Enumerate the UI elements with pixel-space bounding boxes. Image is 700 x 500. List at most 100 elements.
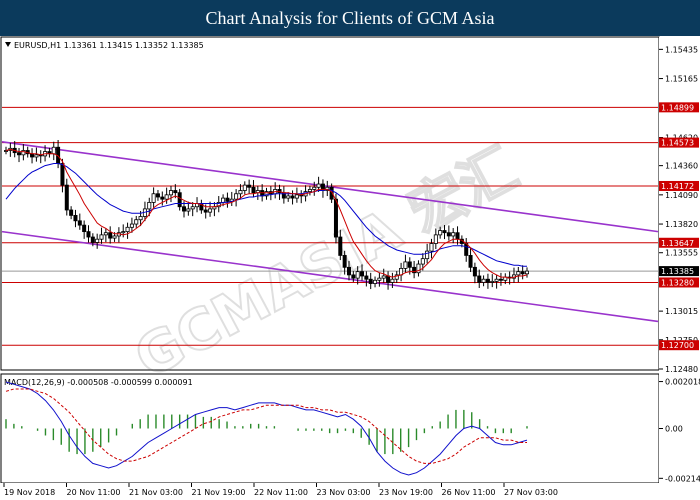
- level-label: 1.13647: [661, 239, 694, 248]
- candle-up: [208, 208, 213, 213]
- price-tick-label: 1.14360: [665, 162, 698, 171]
- candle-down: [160, 196, 165, 200]
- candle-up: [99, 234, 104, 240]
- candle-up: [420, 258, 425, 265]
- candle-up: [316, 183, 321, 188]
- candle-up: [129, 223, 134, 228]
- candle-up: [286, 195, 291, 199]
- candle-down: [155, 193, 160, 198]
- time-tick-label: 23 Nov 03:00: [317, 488, 371, 497]
- moving-averages: [5, 148, 528, 279]
- candle-up: [433, 234, 438, 244]
- candle-down: [77, 220, 82, 226]
- candle-up: [451, 232, 456, 237]
- candle-down: [73, 214, 78, 222]
- candle-up: [307, 189, 312, 193]
- price-panel: [0, 36, 660, 371]
- candle-up: [264, 191, 269, 197]
- level-label-bg: [659, 237, 699, 248]
- candle-up: [377, 277, 382, 281]
- trend-channel: [1, 141, 659, 323]
- candle-down: [407, 261, 412, 268]
- candle-up: [21, 150, 26, 156]
- price-tick-label: 1.13555: [665, 249, 698, 258]
- candle-up: [125, 226, 130, 233]
- level-label: 1.14899: [661, 103, 694, 112]
- candle-down: [386, 275, 391, 283]
- candle-up: [403, 261, 408, 269]
- candle-up: [373, 279, 378, 284]
- candle-up: [34, 154, 39, 158]
- time-tick-label: 27 Nov 03:00: [504, 488, 558, 497]
- current-price-label-bg: [659, 266, 699, 277]
- price-tick-label: 1.15165: [665, 75, 698, 84]
- level-label: 1.14573: [661, 139, 694, 148]
- channel-upper-line: [1, 141, 659, 233]
- candle-up: [168, 190, 173, 196]
- candle-down: [277, 189, 282, 194]
- time-tick-label: 23 Nov 19:00: [379, 488, 433, 497]
- candle-up: [355, 271, 360, 279]
- candle-up: [416, 263, 421, 274]
- level-label-bg: [659, 277, 699, 288]
- candle-down: [182, 206, 187, 212]
- price-tick-label: 1.13015: [665, 307, 698, 316]
- candle-down: [225, 197, 230, 202]
- candle-down: [442, 230, 447, 234]
- candle-down: [17, 152, 22, 156]
- candle-up: [490, 280, 495, 283]
- macd-tick-label: 0.002018: [665, 378, 700, 387]
- candle-down: [364, 275, 369, 280]
- candle-up: [312, 186, 317, 190]
- candle-up: [216, 202, 221, 208]
- candle-up: [151, 193, 156, 203]
- candle-up: [390, 278, 395, 283]
- candle-down: [485, 278, 490, 283]
- candle-down: [177, 192, 182, 208]
- candle-up: [481, 278, 486, 283]
- candle-up: [494, 278, 499, 282]
- candle-up: [429, 243, 434, 252]
- time-tick-label: 19 Nov 2018: [4, 488, 55, 497]
- candle-down: [64, 184, 69, 211]
- candle-up: [186, 208, 191, 212]
- candle-down: [455, 232, 460, 240]
- level-label-bg: [659, 340, 699, 351]
- macd-indicator: 0.002018 0.00 -0.002142: [5, 378, 700, 483]
- time-tick-label: 26 Nov 11:00: [442, 488, 496, 497]
- price-tick-label: 1.13820: [665, 220, 698, 229]
- time-tick-label: 21 Nov 03:00: [129, 488, 183, 497]
- ma-slow-line: [5, 163, 527, 267]
- ma-fast-line: [5, 148, 528, 279]
- candle-up: [190, 206, 195, 210]
- candles: [4, 140, 530, 290]
- price-tick-label: 1.15435: [665, 45, 698, 54]
- level-label: 1.12700: [661, 341, 694, 350]
- candle-down: [446, 232, 451, 237]
- price-tick-label: 1.14090: [665, 191, 698, 200]
- candle-up: [164, 194, 169, 200]
- symbol-info: EURUSD,H1 1.13361 1.13415 1.13352 1.1338…: [14, 41, 204, 50]
- candle-down: [346, 266, 351, 276]
- candle-up: [147, 202, 152, 210]
- candle-down: [86, 231, 91, 238]
- candle-down: [30, 153, 35, 158]
- candle-down: [60, 163, 65, 186]
- level-label-bg: [659, 102, 699, 113]
- candle-down: [333, 198, 338, 238]
- macd-title: MACD(12,26,9) -0.000508 -0.000599 0.0000…: [4, 378, 193, 387]
- candle-up: [234, 193, 239, 200]
- time-axis-strip: [0, 483, 700, 500]
- candle-down: [203, 209, 208, 213]
- candle-up: [438, 230, 443, 236]
- dropdown-triangle-icon[interactable]: [5, 42, 11, 47]
- candle-down: [498, 278, 503, 281]
- candle-up: [112, 235, 117, 239]
- level-label-bg: [659, 180, 699, 191]
- level-label: 1.13280: [661, 278, 694, 287]
- level-label-bg: [659, 137, 699, 148]
- candle-down: [108, 232, 113, 239]
- candle-down: [173, 190, 178, 194]
- page-title: Chart Analysis for Clients of GCM Asia: [0, 0, 700, 36]
